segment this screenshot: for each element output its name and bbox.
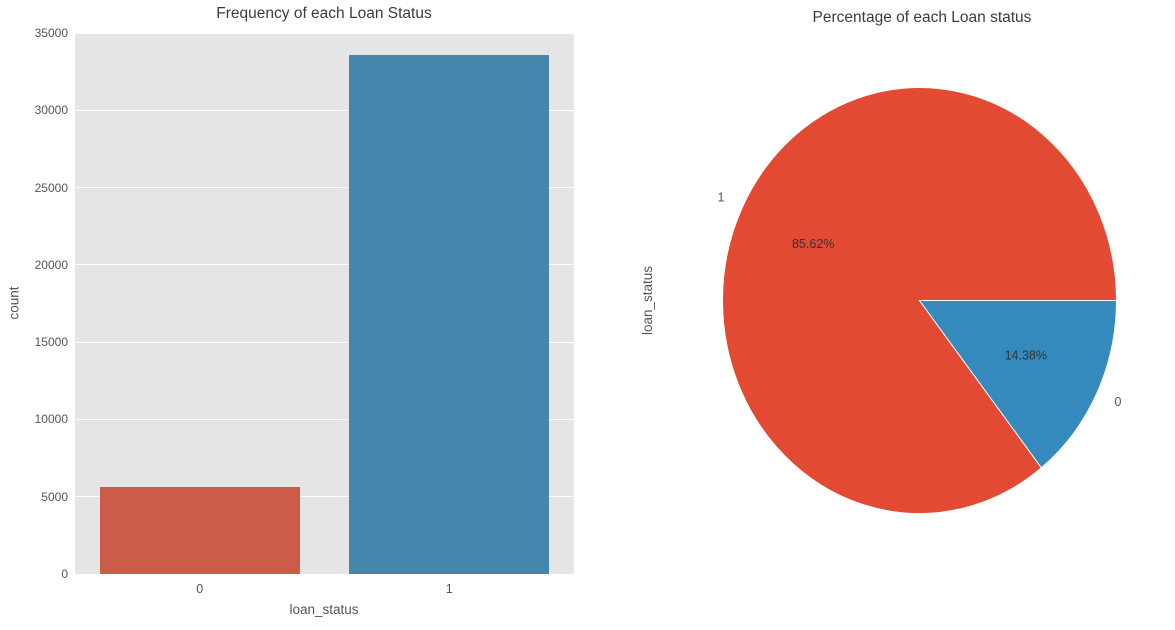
bar-x-axis-label: loan_status (289, 602, 359, 617)
y-tick-label: 5000 (41, 489, 68, 504)
pie-slice-label: 1 (718, 190, 725, 204)
bar-y-axis-label: count (6, 286, 22, 320)
x-tick-label: 1 (445, 582, 453, 596)
y-tick-label: 10000 (34, 412, 68, 427)
x-tick-label: 0 (196, 582, 204, 596)
y-tick-label: 35000 (34, 26, 68, 40)
pie-slice-0 (918, 300, 1118, 469)
gridline (75, 573, 574, 575)
bar-0 (99, 486, 300, 574)
y-tick-label: 25000 (34, 180, 68, 195)
y-tick-label: 15000 (34, 335, 68, 350)
gridline (75, 264, 574, 266)
bar-chart-title: Frequency of each Loan Status (216, 5, 432, 22)
y-tick-label: 20000 (34, 257, 68, 272)
gridline (75, 32, 574, 34)
gridline (75, 341, 574, 343)
gridline (75, 418, 574, 420)
pie-chart-title: Percentage of each Loan status (812, 9, 1032, 26)
pie-plot-area: loan_status 85.62% 1 14.38% 0 (640, 87, 1122, 514)
pie-texts: 85.62% 1 14.38% 0 (718, 190, 1122, 409)
pie-pct-label: 85.62% (792, 237, 834, 251)
y-tick-label: 0 (61, 567, 68, 581)
pie-y-axis-label: loan_status (640, 266, 655, 335)
bar-plot-area (75, 32, 574, 575)
pie-slice-label: 0 (1115, 395, 1122, 409)
y-tick-label: 30000 (34, 103, 68, 118)
gridline (75, 109, 574, 111)
bar-1 (349, 55, 550, 574)
gridline (75, 187, 574, 189)
pie-wedges (722, 87, 1118, 514)
pie-pct-label: 14.38% (1005, 349, 1047, 363)
gridline (75, 496, 574, 498)
